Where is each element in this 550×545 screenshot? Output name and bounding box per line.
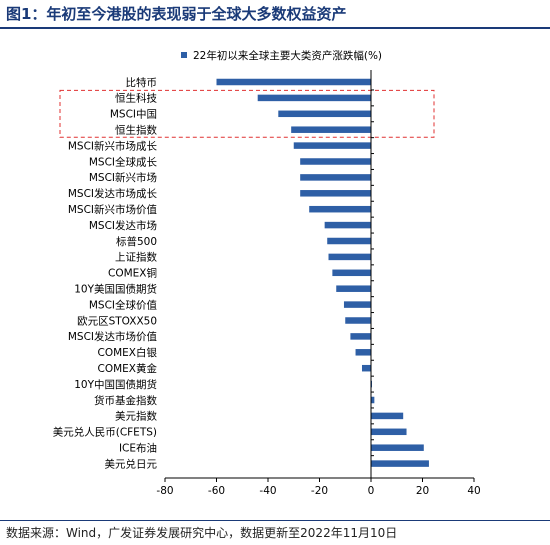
legend-swatch bbox=[181, 52, 187, 58]
title-rule bbox=[0, 27, 550, 29]
bar bbox=[345, 317, 371, 324]
bar bbox=[300, 158, 371, 165]
category-label: MSCI全球价值 bbox=[89, 298, 158, 311]
bar bbox=[336, 285, 371, 292]
category-label: COMEX白银 bbox=[98, 346, 158, 359]
category-label: 恒生指数 bbox=[115, 124, 157, 137]
bar bbox=[371, 412, 404, 420]
bar bbox=[355, 349, 371, 356]
bar bbox=[371, 396, 375, 404]
x-tick-label: -40 bbox=[259, 485, 276, 497]
category-label: 欧元区STOXX50 bbox=[77, 315, 157, 327]
category-label: MSCI全球成长 bbox=[89, 155, 158, 168]
bar bbox=[291, 126, 371, 133]
bar bbox=[343, 301, 371, 308]
bar bbox=[293, 142, 371, 149]
category-label: MSCI新兴市场成长 bbox=[68, 139, 158, 152]
bar bbox=[371, 428, 407, 436]
source-note: 数据来源：Wind，广发证券发展研究中心，数据更新至2022年11月10日 bbox=[6, 526, 398, 540]
category-label: 比特币 bbox=[126, 76, 158, 89]
source-rule bbox=[0, 520, 550, 521]
bar bbox=[361, 364, 371, 372]
figure-title: 图1：年初至今港股的表现弱于全球大多数权益资产 bbox=[6, 5, 347, 23]
x-tick-label: 20 bbox=[416, 485, 429, 497]
category-label: MSCI发达市场 bbox=[89, 219, 157, 232]
category-label: 10Y中国国债期货 bbox=[74, 378, 157, 391]
bar bbox=[300, 190, 371, 197]
category-label: MSCI中国 bbox=[110, 108, 157, 121]
category-label: MSCI发达市场成长 bbox=[68, 187, 158, 200]
category-label: COMEX铜 bbox=[108, 268, 157, 280]
category-label: ICE布油 bbox=[119, 442, 157, 455]
bar bbox=[327, 237, 371, 245]
legend-label: 22年初以来全球主要大类资产涨跌幅(%) bbox=[193, 49, 382, 62]
category-label: COMEX黄金 bbox=[98, 362, 158, 375]
x-tick-label: 0 bbox=[368, 485, 375, 497]
bar bbox=[278, 110, 371, 118]
bar bbox=[309, 205, 371, 213]
x-tick-label: -60 bbox=[208, 485, 225, 497]
category-label: 美元兑日元 bbox=[105, 457, 158, 470]
bar bbox=[350, 333, 371, 340]
category-label: 上证指数 bbox=[115, 251, 157, 264]
bar bbox=[332, 269, 371, 277]
bar bbox=[300, 174, 371, 181]
category-label: 美元指数 bbox=[115, 410, 157, 423]
category-label: 10Y美国国债期货 bbox=[74, 283, 157, 296]
bar bbox=[371, 460, 429, 467]
x-tick-label: -20 bbox=[311, 485, 328, 497]
category-label: 货币基金指数 bbox=[94, 394, 157, 407]
category-label: MSCI新兴市场价值 bbox=[68, 203, 158, 216]
x-tick-label: -80 bbox=[156, 485, 173, 497]
x-tick-label: 40 bbox=[467, 485, 480, 497]
category-label: 美元兑人民币(CFETS) bbox=[53, 426, 157, 439]
category-label: 标普500 bbox=[116, 235, 157, 248]
category-label: MSCI新兴市场 bbox=[89, 171, 157, 184]
bar bbox=[216, 78, 371, 86]
category-label: 恒生科技 bbox=[115, 92, 157, 105]
bar bbox=[324, 221, 371, 229]
bar bbox=[328, 253, 371, 261]
category-label: MSCI发达市场价值 bbox=[68, 330, 158, 343]
bar bbox=[257, 94, 371, 102]
bar bbox=[371, 444, 424, 451]
